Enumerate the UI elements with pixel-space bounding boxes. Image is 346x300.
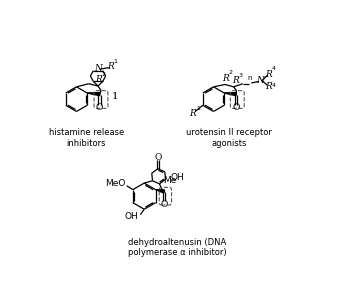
Text: N: N: [94, 64, 102, 73]
Text: R: R: [232, 76, 238, 85]
Text: Me: Me: [163, 176, 177, 185]
Text: R: R: [266, 70, 272, 79]
Text: 2: 2: [102, 72, 106, 77]
Text: OH: OH: [124, 212, 138, 221]
Text: 2: 2: [229, 70, 233, 75]
Text: R: R: [222, 74, 229, 83]
Text: 4: 4: [272, 83, 276, 88]
Text: OH: OH: [170, 173, 184, 182]
Text: 1: 1: [113, 59, 117, 64]
Text: MeO: MeO: [105, 179, 125, 188]
Text: n: n: [247, 75, 252, 81]
Text: histamine release
inhibitors: histamine release inhibitors: [49, 128, 124, 148]
Text: R: R: [107, 62, 114, 71]
Text: O: O: [160, 200, 167, 209]
Text: urotensin II receptor
agonists: urotensin II receptor agonists: [186, 128, 272, 148]
Text: 4: 4: [272, 66, 276, 71]
Text: O: O: [232, 103, 239, 112]
Text: 3: 3: [238, 73, 242, 78]
Text: O: O: [154, 153, 162, 162]
Text: N: N: [256, 76, 264, 85]
Polygon shape: [224, 93, 236, 96]
Text: O: O: [96, 103, 103, 112]
Text: 1: 1: [196, 106, 200, 112]
Text: R: R: [266, 82, 272, 91]
Text: dehydroaltenusin (DNA
polymerase α inhibitor): dehydroaltenusin (DNA polymerase α inhib…: [128, 238, 227, 257]
Polygon shape: [156, 190, 165, 193]
Text: 1: 1: [111, 92, 118, 100]
Polygon shape: [87, 93, 100, 96]
Text: R: R: [190, 109, 196, 118]
Text: R: R: [95, 75, 102, 84]
